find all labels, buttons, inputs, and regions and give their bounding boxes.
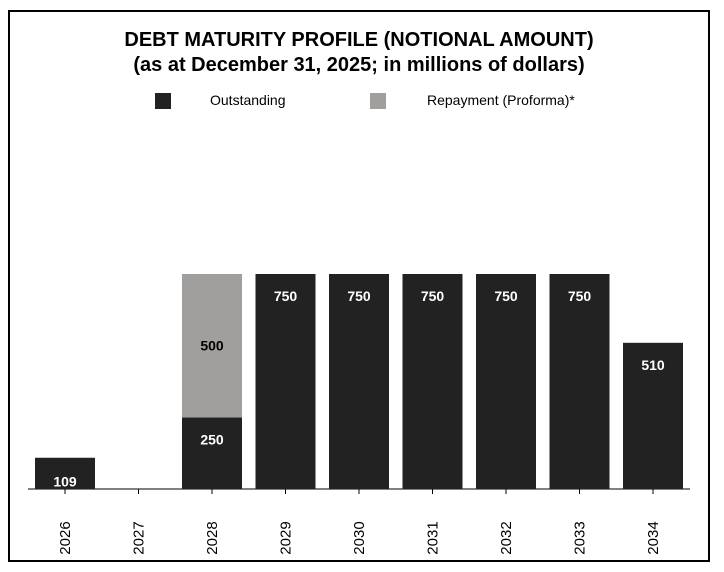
data-label-outstanding-2031: 750 xyxy=(421,288,445,304)
bar-outstanding-2030 xyxy=(329,274,389,489)
x-tick-label-2030: 2030 xyxy=(351,521,368,554)
bar-outstanding-2033 xyxy=(549,274,610,489)
x-tick-label-2029: 2029 xyxy=(278,521,295,554)
chart-title: DEBT MATURITY PROFILE (NOTIONAL AMOUNT) xyxy=(124,29,594,51)
data-label-outstanding-2026: 109 xyxy=(53,473,77,489)
x-tick-label-2034: 2034 xyxy=(645,521,662,554)
bar-outstanding-2031 xyxy=(402,274,463,489)
legend-label-outstanding: Outstanding xyxy=(210,92,286,108)
data-label-outstanding-2033: 750 xyxy=(568,288,592,304)
bar-outstanding-2029 xyxy=(255,274,316,489)
chart-subtitle: (as at December 31, 2025; in millions of… xyxy=(133,54,585,76)
data-label-outstanding-2034: 510 xyxy=(641,357,665,373)
data-label-outstanding-2032: 750 xyxy=(494,288,518,304)
data-label-repayment-2028: 500 xyxy=(200,338,224,354)
data-label-outstanding-2028: 250 xyxy=(200,431,224,447)
bar-outstanding-2034 xyxy=(623,342,683,489)
data-label-outstanding-2030: 750 xyxy=(347,288,371,304)
bar-outstanding-2026 xyxy=(35,457,95,489)
chart-title-block: DEBT MATURITY PROFILE (NOTIONAL AMOUNT) … xyxy=(10,28,708,78)
legend-label-repayment: Repayment (Proforma)* xyxy=(427,92,575,108)
x-tick-label-2026: 2026 xyxy=(57,521,74,554)
legend-swatch-repayment xyxy=(370,93,386,109)
x-tick-label-2031: 2031 xyxy=(425,521,442,554)
bar-repayment-2028 xyxy=(182,274,242,418)
bar-outstanding-2032 xyxy=(476,274,536,489)
legend-swatch-outstanding xyxy=(155,93,171,109)
x-tick-label-2027: 2027 xyxy=(131,521,148,554)
x-tick-label-2033: 2033 xyxy=(572,521,589,554)
bar-outstanding-2028 xyxy=(182,417,242,489)
x-tick-label-2032: 2032 xyxy=(498,521,515,554)
data-label-outstanding-2029: 750 xyxy=(274,288,298,304)
x-tick-label-2028: 2028 xyxy=(204,521,221,554)
